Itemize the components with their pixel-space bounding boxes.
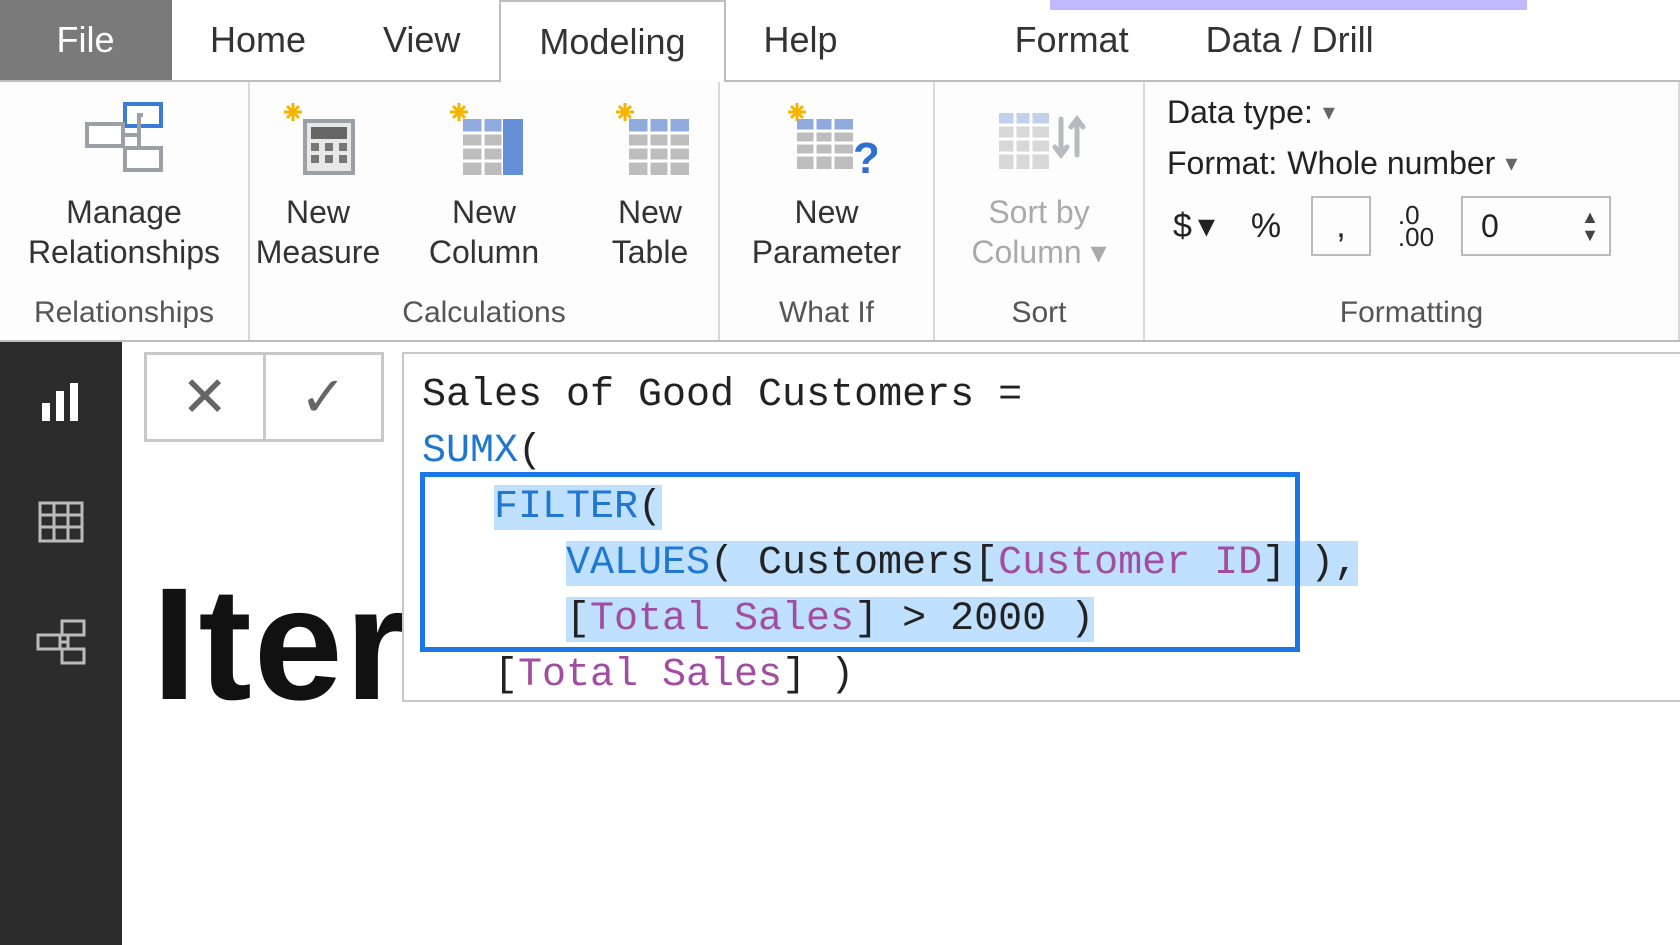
- annotation-highlight-box: [420, 472, 1300, 652]
- percent-button[interactable]: %: [1239, 197, 1293, 255]
- cancel-formula-button[interactable]: ✕: [147, 355, 266, 439]
- format-value: Whole number: [1287, 145, 1495, 182]
- group-relationships-label: Relationships: [34, 290, 214, 340]
- datatype-dropdown[interactable]: Data type: ▾: [1167, 94, 1656, 131]
- new-table-icon: [600, 88, 700, 188]
- new-parameter-label: New Parameter: [752, 192, 901, 272]
- tab-view[interactable]: View: [345, 0, 499, 80]
- group-whatif: ? New Parameter What If: [720, 82, 935, 340]
- chevron-down-icon: ▾: [1198, 206, 1215, 246]
- formula-line-1: Sales of Good Customers =: [422, 373, 1022, 418]
- tab-data-drill[interactable]: Data / Drill: [1168, 0, 1413, 80]
- group-whatif-label: What If: [779, 290, 874, 340]
- sort-by-column-label: Sort by Column ▾: [971, 192, 1106, 272]
- new-table-button[interactable]: New Table: [580, 88, 720, 272]
- new-measure-button[interactable]: New Measure: [248, 88, 388, 272]
- new-column-button[interactable]: New Column: [414, 88, 554, 272]
- group-formatting-label: Formatting: [1340, 290, 1483, 340]
- tab-format[interactable]: Format: [977, 0, 1168, 80]
- view-rail: [0, 342, 122, 945]
- manage-relationships-label: Manage Relationships: [28, 192, 220, 272]
- formula-bar[interactable]: Sales of Good Customers = SUMX( FILTER( …: [402, 352, 1680, 702]
- sort-by-column-button[interactable]: Sort by Column ▾: [949, 88, 1129, 272]
- format-dropdown[interactable]: Format: Whole number ▾: [1167, 145, 1656, 182]
- kw-sumx: SUMX: [422, 429, 518, 474]
- chevron-down-icon: ▾: [1505, 149, 1517, 178]
- new-measure-label: New Measure: [256, 192, 381, 272]
- group-relationships: Manage Relationships Relationships: [0, 82, 250, 340]
- tab-modeling[interactable]: Modeling: [499, 0, 725, 82]
- datatype-label: Data type:: [1167, 94, 1313, 131]
- canvas-background-text: Iter: [152, 552, 409, 736]
- new-parameter-icon: ?: [777, 88, 877, 188]
- group-calculations-label: Calculations: [402, 290, 565, 340]
- decimal-places-stepper[interactable]: 0 ▲▼: [1461, 196, 1611, 256]
- accept-formula-button[interactable]: ✓: [266, 355, 382, 439]
- report-view-icon[interactable]: [31, 372, 91, 432]
- new-parameter-button[interactable]: ? New Parameter: [732, 88, 922, 272]
- format-label: Format:: [1167, 145, 1277, 182]
- svg-text:?: ?: [853, 134, 877, 183]
- sort-icon: [989, 88, 1089, 188]
- tab-file[interactable]: File: [0, 0, 172, 80]
- formula-area: Iter ✕ ✓ Sales of Good Customers = SUMX(…: [122, 342, 1680, 945]
- thousands-separator-button[interactable]: ,: [1311, 196, 1371, 256]
- new-column-icon: [434, 88, 534, 188]
- currency-button[interactable]: $ ▾: [1167, 197, 1221, 255]
- chevron-down-icon: ▾: [1323, 98, 1335, 127]
- group-sort-label: Sort: [1011, 290, 1066, 340]
- data-view-icon[interactable]: [31, 492, 91, 552]
- tab-help[interactable]: Help: [726, 0, 877, 80]
- ribbon: Manage Relationships Relationships N: [0, 82, 1680, 342]
- new-measure-icon: [268, 88, 368, 188]
- chevron-down-icon: ▾: [1091, 234, 1107, 270]
- group-sort: Sort by Column ▾ Sort: [935, 82, 1145, 340]
- formula-commit-buttons: ✕ ✓: [144, 352, 384, 442]
- decimal-icon[interactable]: .0.00: [1389, 197, 1443, 255]
- manage-relationships-button[interactable]: Manage Relationships: [14, 88, 234, 272]
- new-table-label: New Table: [612, 192, 689, 272]
- ribbon-tabs: File Home View Modeling Help Format Data…: [0, 0, 1680, 82]
- group-calculations: New Measure New Column: [250, 82, 720, 340]
- tab-home[interactable]: Home: [172, 0, 345, 80]
- workspace: Iter ✕ ✓ Sales of Good Customers = SUMX(…: [0, 342, 1680, 945]
- new-column-label: New Column: [429, 192, 539, 272]
- relationships-icon: [74, 88, 174, 188]
- stepper-arrows-icon: ▲▼: [1581, 208, 1599, 244]
- model-view-icon[interactable]: [31, 612, 91, 672]
- group-formatting: Data type: ▾ Format: Whole number ▾ $ ▾ …: [1145, 82, 1680, 340]
- decimal-places-value: 0: [1481, 208, 1499, 245]
